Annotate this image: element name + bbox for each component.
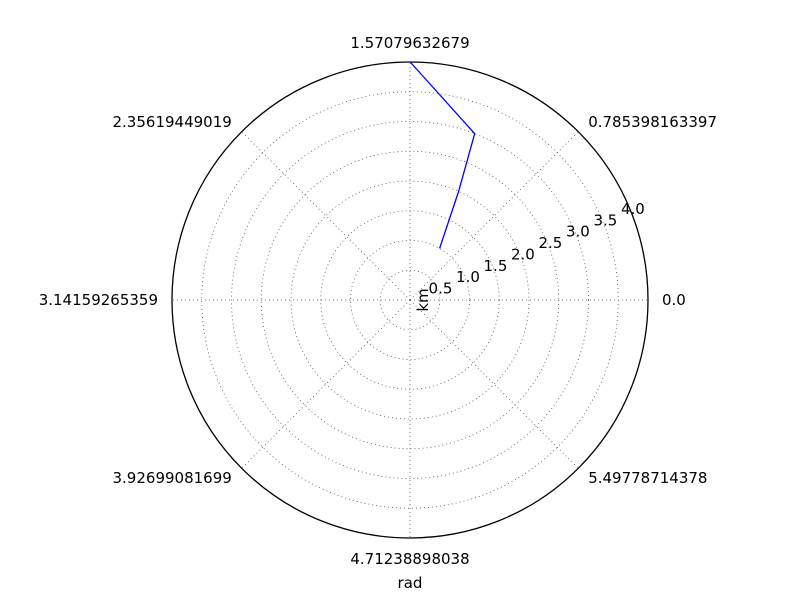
theta-tick-label: 0.0: [662, 291, 686, 309]
x-axis-label: rad: [398, 574, 423, 592]
r-tick-label: 4.0: [621, 200, 645, 218]
radial-gridline: [350, 240, 470, 360]
theta-tick-label: 3.92699081699: [113, 469, 232, 487]
radial-gridline: [231, 121, 589, 479]
angular-gridline: [409, 299, 579, 469]
angular-gridline: [241, 131, 411, 301]
r-tick-label: 3.5: [593, 211, 617, 229]
theta-tick-label: 4.71238898038: [350, 550, 469, 568]
y-axis-label: km: [414, 288, 432, 311]
theta-tick-label: 0.785398163397: [588, 113, 717, 131]
theta-tick-label: 2.35619449019: [113, 113, 232, 131]
r-tick-label: 1.5: [484, 257, 508, 275]
series-line: [409, 61, 476, 249]
series-layer: [409, 61, 476, 249]
theta-tick-label: 3.14159265359: [39, 291, 158, 309]
theta-tick-label: 1.57079632679: [350, 34, 469, 52]
r-tick-label: 0.5: [429, 280, 453, 298]
r-tick-label: 2.5: [538, 234, 562, 252]
radial-gridline: [290, 180, 530, 420]
outer-ring: [171, 61, 649, 539]
radial-gridline: [320, 210, 500, 390]
radial-gridline: [379, 269, 441, 331]
label-layer: 0.0 0.785398163397 1.57079632679 2.35619449…: [39, 34, 717, 568]
grid-layer: [172, 62, 648, 538]
r-tick-label: 3.0: [566, 223, 590, 241]
r-tick-label: 2.0: [511, 245, 535, 263]
theta-tick-label: 5.49778714378: [588, 469, 707, 487]
r-tick-label: 1.0: [456, 268, 480, 286]
